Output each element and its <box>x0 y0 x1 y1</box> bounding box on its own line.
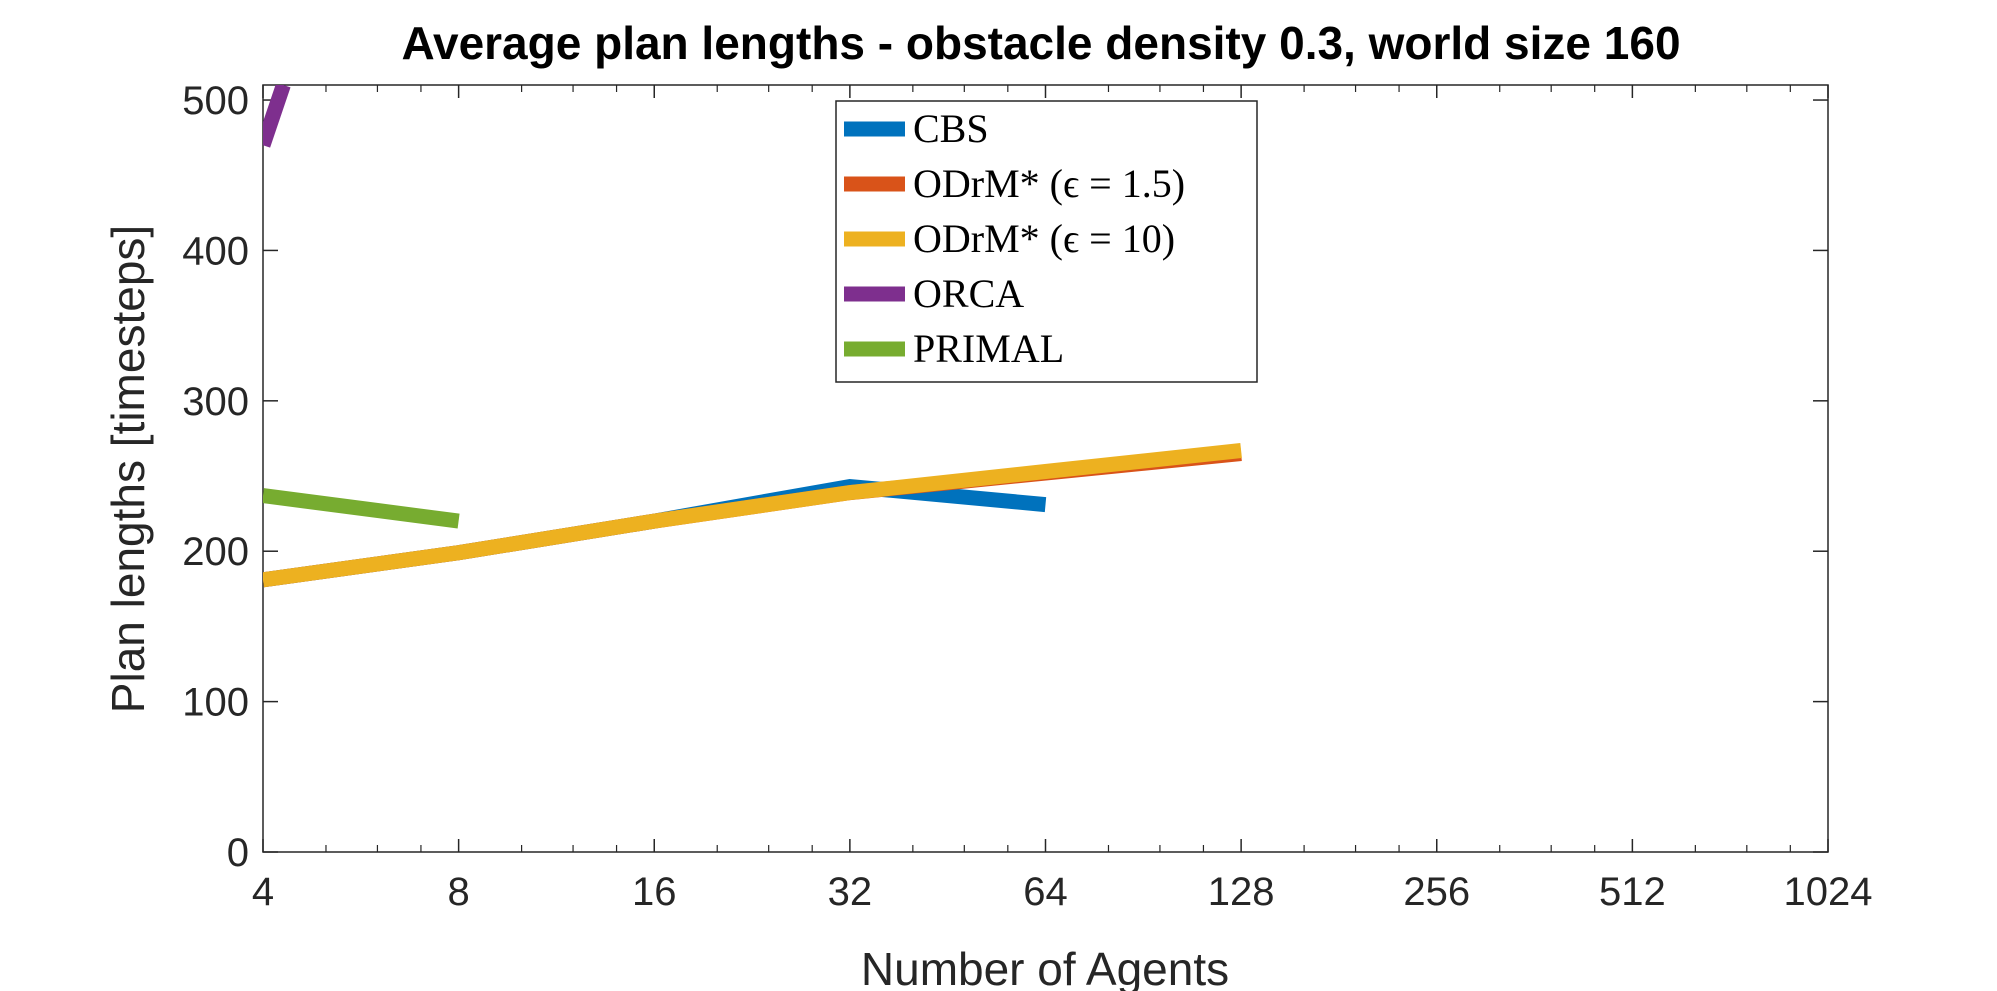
legend-label: PRIMAL <box>913 326 1064 371</box>
x-tick-label: 8 <box>448 870 470 914</box>
x-tick-label: 16 <box>632 870 677 914</box>
legend-box <box>835 100 1258 383</box>
legend-label: ORCA <box>913 271 1024 316</box>
y-axis-label: Plan lengths [timesteps] <box>102 225 154 713</box>
series-line-orca <box>263 85 291 148</box>
legend-label: ODrM* (ϵ = 1.5) <box>913 161 1185 206</box>
x-tick-label: 1024 <box>1784 870 1873 914</box>
x-tick-label: 32 <box>828 870 873 914</box>
y-tick-label: 100 <box>182 681 249 725</box>
legend: CBS ODrM* (ϵ = 1.5) ODrM* (ϵ = 10) ORCA PRIM… <box>835 100 1258 383</box>
x-tick-label: 4 <box>252 870 274 914</box>
x-tick-label: 128 <box>1208 870 1275 914</box>
x-tick-label: 512 <box>1599 870 1666 914</box>
ticks-layer: 4 8 16 32 64 128 256 512 1024 0 100 200 300 400 500 <box>182 79 1872 914</box>
legend-label: ODrM* (ϵ = 10) <box>913 216 1175 261</box>
chart-title: Average plan lengths - obstacle density … <box>401 17 1680 69</box>
legend-label: CBS <box>913 106 989 151</box>
y-tick-label: 0 <box>227 831 249 875</box>
y-tick-label: 400 <box>182 229 249 273</box>
x-tick-label: 256 <box>1403 870 1470 914</box>
x-tick-label: 64 <box>1023 870 1068 914</box>
y-tick-label: 200 <box>182 530 249 574</box>
series-line-primal <box>263 488 460 529</box>
series-layer <box>263 85 1242 588</box>
y-tick-label: 300 <box>182 380 249 424</box>
y-tick-label: 500 <box>182 79 249 123</box>
legend-items: CBS ODrM* (ϵ = 1.5) ODrM* (ϵ = 10) ORCA PRIM… <box>844 106 1185 371</box>
x-axis-label: Number of Agents <box>861 943 1229 991</box>
series-line-odrm-10 <box>263 443 1242 588</box>
